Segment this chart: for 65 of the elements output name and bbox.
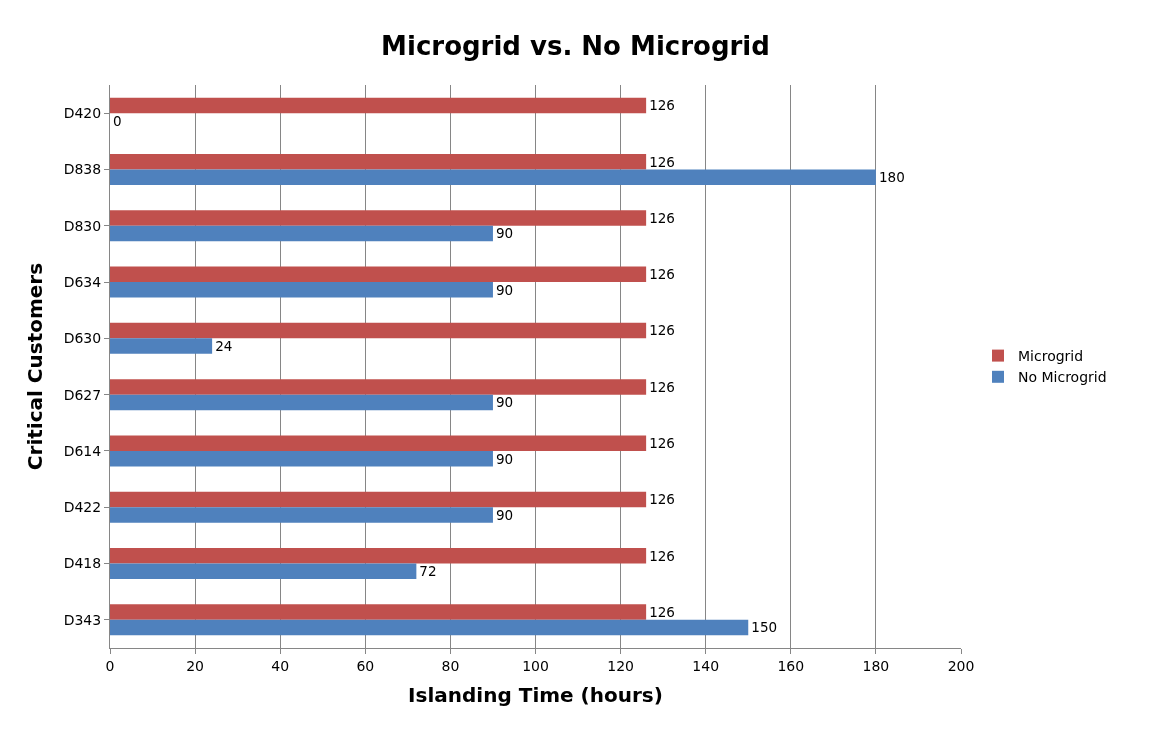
data-label: 90 [495, 225, 514, 242]
data-label: 126 [649, 153, 675, 170]
data-label: 180 [878, 169, 905, 186]
data-label: 126 [649, 491, 675, 508]
bar [110, 450, 493, 467]
data-label: 0 [113, 112, 122, 129]
bar [110, 619, 749, 636]
bar [110, 563, 417, 580]
data-label: 126 [649, 378, 675, 395]
y-tick-label: D830 [63, 217, 102, 234]
bar [110, 507, 493, 523]
bar [110, 604, 647, 620]
x-tick-label: 200 [947, 657, 975, 674]
data-label: 90 [495, 506, 514, 523]
x-tick-label: 20 [186, 657, 205, 674]
bar [110, 169, 876, 185]
bar [110, 379, 647, 395]
data-label: 72 [419, 563, 437, 580]
bar [110, 548, 647, 564]
bar [110, 225, 493, 242]
bar [110, 435, 647, 451]
y-tick-label: D343 [63, 611, 102, 628]
data-label: 126 [649, 603, 675, 620]
legend-label: Microgrid [1018, 348, 1084, 365]
y-tick-label: D418 [63, 555, 102, 572]
bar [110, 491, 647, 508]
data-label: 150 [751, 619, 778, 636]
x-tick-label: 140 [692, 657, 720, 674]
y-tick-label: D420 [63, 105, 102, 122]
y-tick-label: D627 [63, 386, 102, 403]
x-tick-label: 0 [105, 657, 115, 674]
bar [110, 266, 647, 283]
y-tick-label: D630 [63, 330, 102, 347]
x-tick-label: 80 [441, 657, 460, 674]
data-label: 90 [495, 450, 514, 467]
bar [110, 394, 493, 411]
data-label: 24 [215, 337, 233, 354]
chart-title: Microgrid vs. No Microgrid [381, 31, 770, 62]
y-tick-label: D838 [63, 161, 102, 178]
x-tick-label: 160 [777, 657, 805, 674]
data-label: 126 [649, 435, 675, 452]
data-label: 126 [649, 547, 675, 564]
y-axis-title: Critical Customers [23, 262, 48, 471]
x-axis-title: Islanding Time (hours) [408, 683, 663, 708]
bar [110, 97, 647, 114]
bar [110, 282, 493, 298]
bar [110, 322, 647, 339]
data-label: 126 [649, 97, 675, 114]
data-label: 126 [649, 322, 675, 339]
y-tick-label: D614 [63, 442, 102, 459]
data-label: 90 [495, 281, 514, 298]
y-tick-label: D634 [63, 273, 102, 290]
x-tick-label: 100 [522, 657, 549, 674]
legend-label: No Microgrid [1018, 369, 1107, 386]
data-label: 126 [649, 266, 675, 283]
y-tick-label: D422 [63, 499, 102, 516]
x-tick-label: 180 [862, 657, 890, 674]
x-tick-label: 120 [607, 657, 634, 674]
bar [110, 210, 647, 226]
data-label: 126 [649, 209, 675, 226]
bar [110, 153, 647, 170]
x-tick-label: 40 [271, 657, 290, 674]
x-tick-label: 60 [356, 657, 375, 674]
data-label: 90 [495, 394, 514, 411]
bar [110, 338, 213, 354]
